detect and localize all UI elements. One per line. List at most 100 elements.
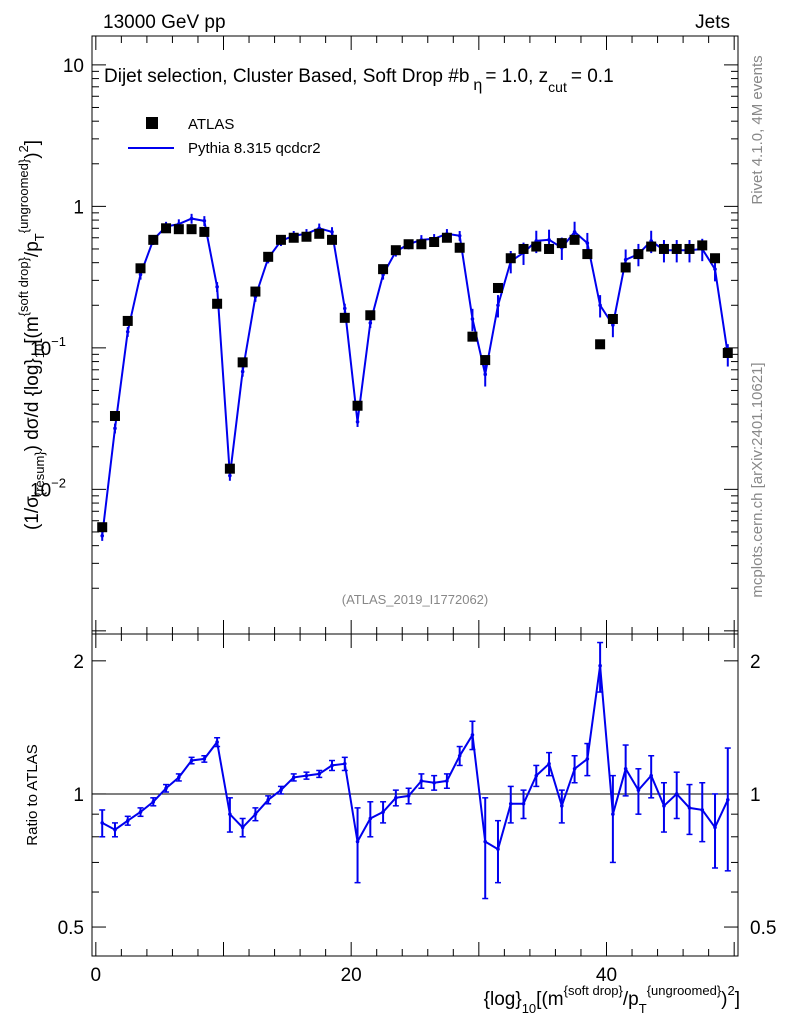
ratio-point [432, 780, 436, 785]
ratio-point [662, 804, 666, 808]
ratio-point [674, 792, 679, 796]
data-point [97, 522, 108, 533]
header-left: 13000 GeV pp [103, 12, 226, 33]
ratio-point [560, 804, 564, 808]
ratio-point [266, 797, 270, 802]
ratio-point [623, 766, 628, 771]
ratio-point [253, 812, 258, 816]
data-point [301, 231, 312, 242]
x-tick-label: 20 [341, 965, 362, 986]
mc-point [496, 303, 500, 308]
mc-point [368, 321, 373, 325]
mc-point [202, 219, 207, 223]
ratio-point [547, 761, 551, 766]
main-y-tick-label: 10−2 [30, 475, 66, 501]
ratio-point [585, 757, 590, 761]
ratio-y-ticks: 2 2 1 1 0.5 0.5 [58, 652, 777, 939]
ratio-y-tick-label-right: 1 [750, 785, 761, 806]
data-point [620, 262, 631, 273]
ratio-point [496, 847, 500, 851]
ratio-point [687, 806, 692, 810]
data-point [569, 234, 580, 245]
data-point [441, 232, 452, 243]
ratio-point [342, 761, 347, 766]
mc-point [713, 267, 717, 271]
data-point [199, 226, 210, 237]
data-point [492, 282, 503, 293]
data-point [365, 310, 376, 321]
ratio-point [406, 794, 411, 798]
data-point [263, 251, 274, 262]
data-point [403, 239, 414, 250]
main-y-axis-label: (1/σ{resum}) dσ/d {log}10[(m{soft drop}/… [16, 140, 47, 530]
mc-point [240, 369, 245, 374]
x-tick-label: 0 [91, 965, 102, 986]
ratio-point [291, 775, 296, 780]
data-point [416, 239, 427, 250]
data-point [161, 223, 172, 234]
mc-point [611, 323, 615, 327]
data-point [671, 243, 682, 254]
ratio-point [725, 797, 730, 802]
ratio-point [189, 758, 194, 763]
header-right: Jets [695, 12, 730, 33]
data-point [122, 315, 133, 326]
data-point [429, 237, 440, 248]
data-point [556, 238, 567, 249]
ratio-point [177, 775, 181, 780]
data-point [582, 249, 593, 260]
data-point [135, 263, 146, 274]
mc-point [623, 257, 628, 262]
ratio-point [713, 825, 717, 830]
ratio-point [151, 799, 156, 804]
ratio-point [445, 779, 449, 783]
data-point [173, 224, 184, 235]
mc-point [457, 233, 462, 238]
legend-data-marker [146, 117, 158, 129]
data-point [646, 241, 657, 252]
mc-point [113, 426, 117, 431]
ratio-point [636, 788, 641, 792]
ratio-point [138, 810, 143, 814]
ratio-point [598, 663, 602, 668]
ratio-point [215, 740, 219, 744]
data-point [288, 232, 299, 243]
chart-marks [97, 213, 733, 900]
mc-point [189, 216, 194, 221]
ratio-point [279, 788, 283, 792]
ratio-point [202, 757, 207, 761]
mc-point [355, 420, 360, 424]
ratio-point [508, 801, 513, 806]
ratio-point [240, 825, 245, 830]
rivet-label: Rivet 4.1.0, 4M events [749, 55, 766, 204]
ratio-point [355, 839, 360, 844]
mcplots-label: mcplots.cern.ch [arXiv:2401.10621] [749, 362, 766, 597]
data-point [467, 331, 478, 342]
ratio-point [700, 808, 705, 812]
ratio-point [125, 818, 130, 823]
ratio-point [483, 839, 488, 844]
ratio-y-tick-label: 2 [73, 652, 84, 673]
data-point [250, 286, 261, 297]
data-point [607, 313, 618, 324]
main-y-tick-label: 10−1 [30, 334, 66, 360]
data-point [454, 242, 465, 253]
ratio-point [330, 763, 334, 768]
data-point [633, 249, 644, 260]
ratio-point [394, 796, 398, 800]
data-point [505, 253, 516, 264]
data-point [186, 224, 197, 235]
selection-title: Dijet selection, Cluster Based, Soft Dro… [104, 66, 614, 95]
mc-point [125, 329, 130, 334]
data-point [722, 347, 733, 358]
ratio-point [572, 766, 577, 771]
data-point [314, 228, 325, 239]
data-point [148, 234, 159, 245]
ratio-point [470, 733, 475, 737]
mc-point [572, 230, 577, 234]
data-point [697, 240, 708, 251]
data-point [352, 400, 363, 411]
data-point [237, 357, 248, 368]
x-tick-label: 40 [596, 965, 617, 986]
ratio-point [457, 753, 462, 758]
